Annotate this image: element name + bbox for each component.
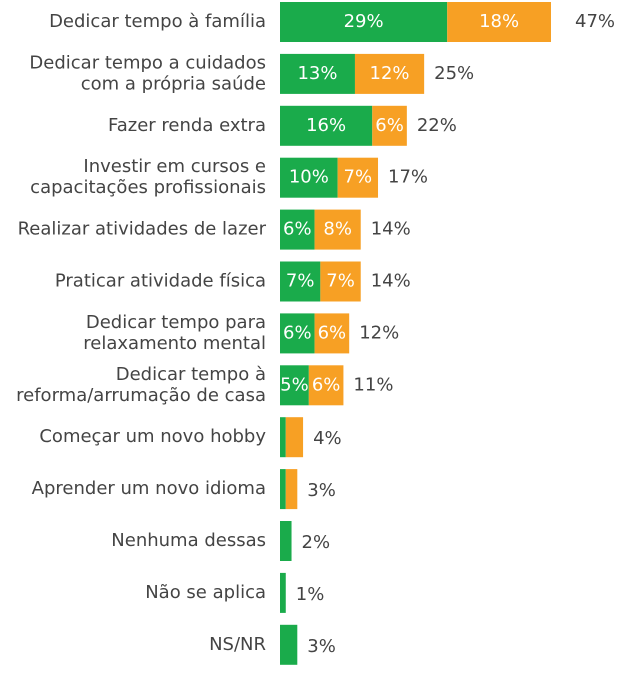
total-label: 2% <box>302 532 331 553</box>
bar-segment <box>280 313 315 354</box>
category-label: Investir em cursos e capacitações profiss… <box>30 156 266 198</box>
bar-segment <box>308 365 344 406</box>
bar-segment <box>280 469 286 510</box>
total-label: 1% <box>296 584 325 605</box>
segment-label: 6% <box>283 219 312 240</box>
category-label: Dedicar tempo à família <box>49 11 266 32</box>
total-label: 14% <box>371 219 411 240</box>
bar-segment <box>280 2 448 42</box>
segment-label: 16% <box>306 115 346 136</box>
segment-label: 6% <box>312 374 341 395</box>
bar-segment <box>285 417 304 458</box>
total-label: 17% <box>388 167 428 188</box>
total-label: 11% <box>353 374 393 395</box>
total-label: 3% <box>307 636 336 657</box>
category-label: Começar um novo hobby <box>39 426 266 447</box>
bar-segment <box>314 313 350 354</box>
bar-segment <box>280 157 338 198</box>
total-label: 4% <box>313 428 342 449</box>
total-label: 22% <box>417 115 457 136</box>
category-label: Não se aplica <box>145 582 266 603</box>
segment-label: 7% <box>286 271 315 292</box>
total-label: 12% <box>359 322 399 343</box>
bar-segment <box>285 469 298 510</box>
bar-segment <box>280 105 373 146</box>
segment-label: 7% <box>344 167 373 188</box>
bar-segment <box>280 417 286 458</box>
segment-label: 18% <box>479 11 519 32</box>
total-label: 3% <box>307 480 336 501</box>
bar-segment <box>314 209 361 250</box>
segment-label: 12% <box>370 63 410 84</box>
bar-segment <box>320 261 361 302</box>
bar-segment <box>372 105 407 146</box>
bar-segment <box>447 2 551 42</box>
segment-label: 13% <box>297 63 337 84</box>
category-label: Aprender um novo idioma <box>32 478 266 499</box>
segment-label: 10% <box>289 167 329 188</box>
category-label: Dedicar tempo para relaxamento mental <box>83 312 266 354</box>
bar-segment <box>280 53 355 94</box>
category-label: Nenhuma dessas <box>111 530 266 551</box>
bar-segment <box>280 209 315 250</box>
category-label: Dedicar tempo à reforma/arrumação de casa <box>16 364 266 406</box>
bar-segment <box>280 572 286 613</box>
bar-segment <box>337 157 379 198</box>
total-label: 14% <box>371 271 411 292</box>
segment-label: 6% <box>318 322 347 343</box>
category-label: NS/NR <box>209 634 266 655</box>
category-label: Dedicar tempo a cuidados com a própria sa… <box>29 52 266 94</box>
bar-segment <box>354 53 425 94</box>
segment-label: 5% <box>280 374 309 395</box>
segment-label: 6% <box>283 322 312 343</box>
segment-label: 7% <box>326 271 355 292</box>
segment-label: 8% <box>323 219 352 240</box>
segment-label: 6% <box>375 115 404 136</box>
category-label: Fazer renda extra <box>108 115 266 136</box>
bar-segment <box>280 521 292 561</box>
total-label: 25% <box>434 63 474 84</box>
bar-segment <box>280 624 298 665</box>
category-label: Praticar atividade física <box>55 271 266 292</box>
bar-segment <box>280 365 309 406</box>
total-label: 47% <box>575 11 615 32</box>
segment-label: 29% <box>344 11 384 32</box>
category-label: Realizar atividades de lazer <box>18 219 267 240</box>
bar-segment <box>280 261 321 302</box>
